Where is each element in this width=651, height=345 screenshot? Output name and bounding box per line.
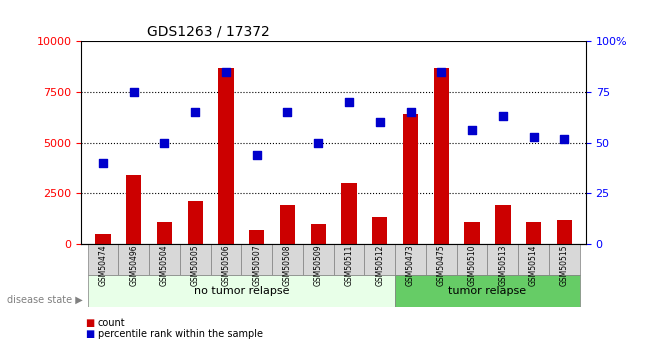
Point bbox=[467, 128, 477, 133]
Point bbox=[436, 69, 447, 75]
FancyBboxPatch shape bbox=[457, 244, 488, 275]
Text: ■: ■ bbox=[85, 318, 94, 328]
Text: GSM50513: GSM50513 bbox=[498, 245, 507, 286]
Point bbox=[283, 109, 293, 115]
Bar bbox=[464, 221, 480, 244]
Bar bbox=[341, 183, 357, 244]
FancyBboxPatch shape bbox=[87, 275, 395, 307]
Bar bbox=[434, 68, 449, 244]
Bar bbox=[526, 221, 541, 244]
Text: GSM50508: GSM50508 bbox=[283, 245, 292, 286]
Bar bbox=[157, 221, 172, 244]
Text: GSM50507: GSM50507 bbox=[252, 245, 261, 286]
Bar bbox=[95, 234, 111, 244]
Bar bbox=[249, 230, 264, 244]
Text: GSM50510: GSM50510 bbox=[467, 245, 477, 286]
Text: GSM50514: GSM50514 bbox=[529, 245, 538, 286]
FancyBboxPatch shape bbox=[518, 244, 549, 275]
Text: GSM50505: GSM50505 bbox=[191, 245, 200, 286]
Point bbox=[190, 109, 201, 115]
FancyBboxPatch shape bbox=[488, 244, 518, 275]
Bar bbox=[495, 205, 510, 244]
Bar bbox=[126, 175, 141, 244]
Text: GSM50506: GSM50506 bbox=[221, 245, 230, 286]
Point bbox=[344, 99, 354, 105]
FancyBboxPatch shape bbox=[210, 244, 242, 275]
Point bbox=[497, 114, 508, 119]
FancyBboxPatch shape bbox=[242, 244, 272, 275]
FancyBboxPatch shape bbox=[426, 244, 457, 275]
FancyBboxPatch shape bbox=[149, 244, 180, 275]
Bar bbox=[403, 114, 418, 244]
Point bbox=[98, 160, 108, 166]
Point bbox=[529, 134, 539, 139]
Point bbox=[374, 120, 385, 125]
Text: count: count bbox=[98, 318, 125, 328]
Bar bbox=[557, 219, 572, 244]
Text: GDS1263 / 17372: GDS1263 / 17372 bbox=[147, 25, 270, 39]
Text: GSM50511: GSM50511 bbox=[344, 245, 353, 286]
Point bbox=[313, 140, 324, 145]
Point bbox=[406, 109, 416, 115]
Text: GSM50515: GSM50515 bbox=[560, 245, 569, 286]
FancyBboxPatch shape bbox=[118, 244, 149, 275]
Point bbox=[251, 152, 262, 158]
Bar bbox=[280, 205, 295, 244]
Point bbox=[159, 140, 170, 145]
Point bbox=[128, 89, 139, 95]
FancyBboxPatch shape bbox=[272, 244, 303, 275]
FancyBboxPatch shape bbox=[365, 244, 395, 275]
Text: tumor relapse: tumor relapse bbox=[449, 286, 527, 296]
Point bbox=[221, 69, 231, 75]
FancyBboxPatch shape bbox=[395, 244, 426, 275]
FancyBboxPatch shape bbox=[549, 244, 580, 275]
Point bbox=[559, 136, 570, 141]
Text: disease state ▶: disease state ▶ bbox=[7, 295, 82, 305]
Text: percentile rank within the sample: percentile rank within the sample bbox=[98, 329, 262, 339]
Text: GSM50496: GSM50496 bbox=[129, 245, 138, 286]
Text: GSM50512: GSM50512 bbox=[375, 245, 384, 286]
FancyBboxPatch shape bbox=[180, 244, 210, 275]
Text: GSM50504: GSM50504 bbox=[160, 245, 169, 286]
Bar bbox=[372, 217, 387, 244]
Bar bbox=[187, 201, 203, 244]
FancyBboxPatch shape bbox=[87, 244, 118, 275]
Text: GSM50474: GSM50474 bbox=[98, 245, 107, 286]
Bar bbox=[311, 224, 326, 244]
Text: GSM50475: GSM50475 bbox=[437, 245, 446, 286]
Text: GSM50473: GSM50473 bbox=[406, 245, 415, 286]
Text: GSM50509: GSM50509 bbox=[314, 245, 323, 286]
FancyBboxPatch shape bbox=[303, 244, 334, 275]
Bar bbox=[218, 68, 234, 244]
FancyBboxPatch shape bbox=[334, 244, 365, 275]
Text: no tumor relapse: no tumor relapse bbox=[193, 286, 289, 296]
FancyBboxPatch shape bbox=[395, 275, 580, 307]
Text: ■: ■ bbox=[85, 329, 94, 339]
